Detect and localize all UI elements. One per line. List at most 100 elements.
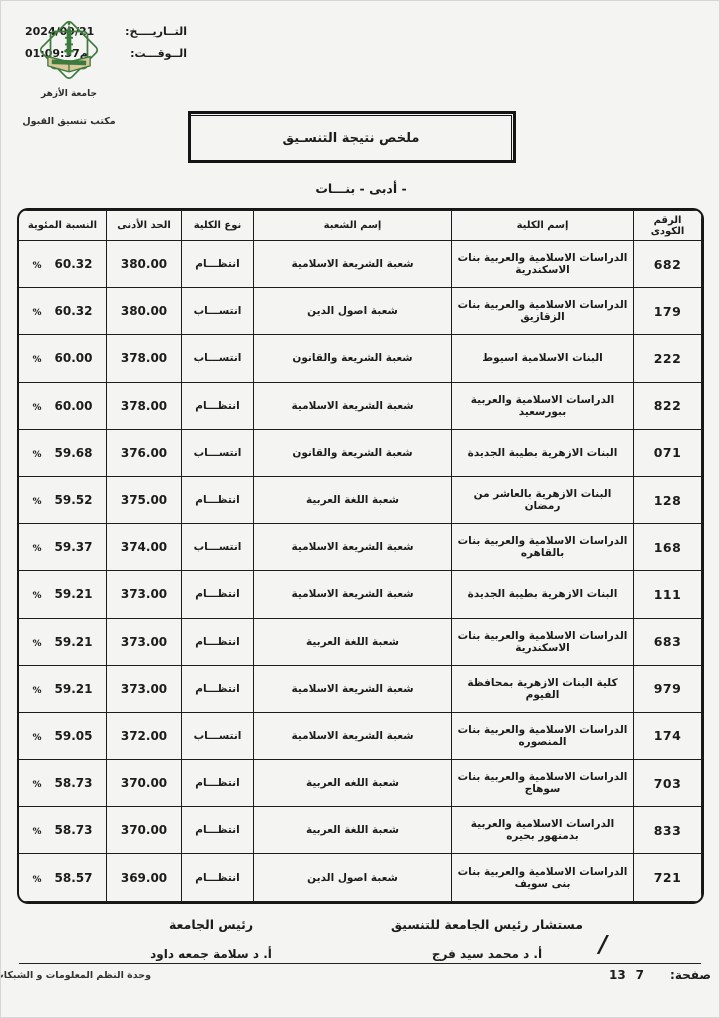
header-college: إسم الكلية	[451, 210, 634, 241]
percent-sign: %	[32, 638, 42, 649]
cell-code: 071	[633, 428, 702, 477]
percent-sign: %	[32, 497, 42, 508]
percent-value: 60.00	[54, 398, 93, 413]
cell-college: البنات الازهرية بطيبة الجديدة	[451, 428, 634, 477]
percent-sign: %	[32, 402, 42, 413]
cell-college: الدراسات الاسلامية والعربية بنات بنى سوي…	[451, 853, 634, 902]
percent-value: 60.00	[54, 351, 93, 366]
table-row: 168 الدراسات الاسلامية والعربية بنات بال…	[19, 523, 702, 572]
percent-sign: %	[32, 685, 42, 696]
cell-branch: شعبة الشريعة الاسلامية	[253, 523, 452, 572]
signature-advisor: مستشار رئيس الجامعة للتنسيق أ. د محمد سي…	[367, 917, 607, 961]
cell-branch: شعبة اصول الدين	[253, 853, 452, 902]
percent-sign: %	[32, 591, 42, 602]
cell-code: 111	[633, 570, 702, 619]
cell-min: 374.00	[106, 523, 182, 572]
percent-value: 59.05	[54, 728, 93, 743]
cell-code: 168	[633, 523, 702, 572]
cell-college: الدراسات الاسلامية والعربية بنات المنصور…	[451, 711, 634, 761]
cell-type: انتظـــام	[181, 381, 254, 430]
cell-code: 683	[633, 617, 702, 666]
cell-min: 380.00	[106, 239, 182, 289]
cell-type: انتســـاب	[181, 523, 254, 572]
cell-type: انتظـــام	[181, 664, 254, 713]
table-row: 222 البنات الاسلامية اسيوط شعبة الشريعة …	[19, 334, 702, 383]
percent-value: 59.52	[54, 493, 93, 508]
percent-sign: %	[32, 827, 42, 838]
cell-college: الدراسات الاسلامية والعربية بنات بالقاهر…	[451, 523, 634, 572]
cell-college: الدراسات الاسلامية والعربية بدمنهور بحير…	[451, 806, 634, 855]
percent-sign: %	[32, 449, 42, 460]
table-row: 833 الدراسات الاسلامية والعربية بدمنهور …	[19, 806, 702, 855]
signature-president: رئيس الجامعة أ. د سلامة جمعه داود	[101, 917, 321, 961]
cell-type: انتســـاب	[181, 334, 254, 383]
cell-percent: % 58.57	[19, 853, 107, 902]
cell-college: الدراسات الاسلامية والعربية بنات الزقازي…	[451, 287, 634, 336]
page-label: صفحة:	[670, 968, 711, 982]
page-separator: /	[599, 932, 608, 958]
cell-percent: % 60.32	[19, 239, 107, 289]
cell-branch: شعبة الشريعة الاسلامية	[253, 664, 452, 713]
header-type: نوع الكلية	[181, 210, 254, 241]
cell-code: 179	[633, 287, 702, 336]
cell-branch: شعبة الشريعة الاسلامية	[253, 711, 452, 761]
cell-type: انتظـــام	[181, 617, 254, 666]
cell-type: انتســـاب	[181, 287, 254, 336]
cell-branch: شعبة اللغة العربية	[253, 475, 452, 525]
university-name: جامعة الأزهر	[41, 89, 97, 99]
cell-branch: شعبة الشريعة والقانون	[253, 334, 452, 383]
cell-college: الدراسات الاسلامية والعربية بنات سوهاج	[451, 759, 634, 808]
header-percent: النسبة المئوية	[19, 210, 107, 241]
cell-branch: شعبة الشريعة الاسلامية	[253, 381, 452, 430]
cell-college: البنات الازهرية بطيبة الجديدة	[451, 570, 634, 619]
cell-percent: % 60.32	[19, 287, 107, 336]
cell-college: الدراسات الاسلامية والعربية ببورسعيد	[451, 381, 634, 430]
table-row: 071 البنات الازهرية بطيبة الجديدة شعبة ا…	[19, 428, 702, 477]
page-current: 7	[635, 968, 645, 982]
table-row: 682 الدراسات الاسلامية والعربية بنات الا…	[19, 239, 702, 289]
advisor-title: مستشار رئيس الجامعة للتنسيق	[390, 917, 584, 932]
cell-branch: شعبة اللغة العربية	[253, 806, 452, 855]
percent-value: 59.21	[54, 587, 93, 602]
footer-rule	[19, 963, 701, 964]
cell-min: 373.00	[106, 617, 182, 666]
table-row: 822 الدراسات الاسلامية والعربية ببورسعيد…	[19, 381, 702, 430]
cell-college: الدراسات الاسلامية والعربية بنات الاسكند…	[451, 239, 634, 289]
percent-value: 58.73	[54, 823, 93, 838]
report-title-box: ملخص نتيجة التنسـيق	[188, 111, 516, 163]
cell-min: 373.00	[106, 570, 182, 619]
date-label: التــاريــــخ:	[125, 25, 187, 38]
cell-percent: % 60.00	[19, 381, 107, 430]
cell-min: 370.00	[106, 759, 182, 808]
header-code: الرقم الكودى	[633, 210, 702, 241]
header-branch: إسم الشعبة	[253, 210, 452, 241]
cell-min: 375.00	[106, 475, 182, 525]
percent-value: 59.21	[54, 681, 93, 696]
table-row: 128 البنات الازهرية بالعاشر من رمضان شعب…	[19, 475, 702, 525]
percent-sign: %	[32, 544, 42, 555]
cell-percent: % 58.73	[19, 759, 107, 808]
table-row: 174 الدراسات الاسلامية والعربية بنات الم…	[19, 711, 702, 761]
table-row: 683 الدراسات الاسلامية والعربية بنات الا…	[19, 617, 702, 666]
percent-sign: %	[32, 308, 42, 319]
cell-type: انتســـاب	[181, 711, 254, 761]
cell-code: 128	[633, 475, 702, 525]
percent-sign: %	[32, 780, 42, 791]
cell-code: 682	[633, 239, 702, 289]
cell-type: انتظـــام	[181, 475, 254, 525]
cell-min: 369.00	[106, 853, 182, 902]
advisor-name: أ. د محمد سيد فرج	[431, 947, 543, 961]
cell-branch: شعبة الشريعة الاسلامية	[253, 570, 452, 619]
cell-min: 376.00	[106, 428, 182, 477]
header-min: الحد الأدنى	[106, 210, 182, 241]
cell-code: 721	[633, 853, 702, 902]
cell-type: انتظـــام	[181, 570, 254, 619]
cell-code: 174	[633, 711, 702, 761]
cell-code: 833	[633, 806, 702, 855]
cell-min: 372.00	[106, 711, 182, 761]
results-table: الرقم الكودى إسم الكلية إسم الشعبة نوع ا…	[19, 210, 702, 902]
percent-value: 58.57	[54, 870, 93, 885]
cell-code: 979	[633, 664, 702, 713]
report-subtitle: - أدبى - بنـــات	[315, 181, 407, 196]
